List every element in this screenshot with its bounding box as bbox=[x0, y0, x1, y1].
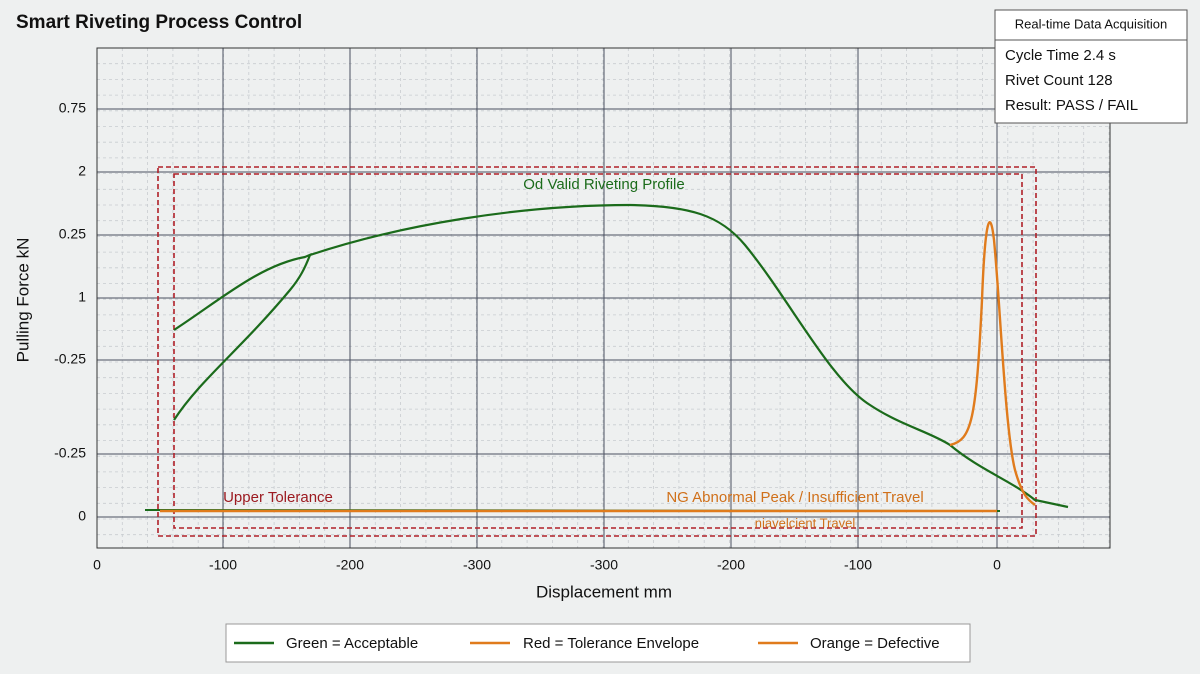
green-upper bbox=[173, 252, 313, 331]
annotation: Od Valid Riveting Profile bbox=[523, 176, 684, 193]
panel-line: Result: PASS / FAIL bbox=[1005, 97, 1138, 114]
y-tick-label: -0.25 bbox=[54, 445, 86, 461]
tolerance-inner bbox=[173, 173, 1023, 529]
orange-spike bbox=[949, 221, 1036, 506]
y-tick-label: 1 bbox=[78, 289, 86, 305]
title: Smart Riveting Process Control bbox=[16, 12, 302, 33]
x-label: Displacement mm bbox=[536, 582, 672, 601]
grid bbox=[96, 47, 1110, 548]
panel-title: Real-time Data Acquisition bbox=[1015, 16, 1167, 31]
x-tick-label: -100 bbox=[844, 557, 872, 573]
legend-box bbox=[225, 623, 971, 663]
y-tick-label: 0.25 bbox=[59, 226, 86, 242]
panel-box bbox=[994, 9, 1188, 124]
y-tick-label: 2 bbox=[78, 163, 86, 179]
y-tick-label: -0.25 bbox=[54, 351, 86, 367]
info-panel: Real-time Data Acquisition Cycle Time 2.… bbox=[994, 9, 1188, 124]
y-label: Pulling Force kN bbox=[13, 238, 32, 363]
legend-entry: Green = Acceptable bbox=[286, 635, 418, 652]
x-tick-label: -200 bbox=[717, 557, 745, 573]
x-tick-label: -100 bbox=[209, 557, 237, 573]
x-tick-label: -300 bbox=[463, 557, 491, 573]
panel-line: Rivet Count 128 bbox=[1005, 72, 1113, 89]
x-tick-label: 0 bbox=[993, 557, 1001, 573]
legend-entry: Red = Tolerance Envelope bbox=[523, 635, 699, 652]
x-tick-label: 0 bbox=[93, 557, 101, 573]
legend-entry: Orange = Defective bbox=[810, 635, 940, 652]
panel-line: Cycle Time 2.4 s bbox=[1005, 47, 1116, 64]
green-profile bbox=[173, 203, 1069, 509]
x-tick-label: -200 bbox=[336, 557, 364, 573]
y-tick-label: 0 bbox=[78, 508, 86, 524]
annotation: Upper Tolerance bbox=[223, 489, 333, 506]
y-tick-label: 0.75 bbox=[59, 100, 86, 116]
legend: Green = Acceptable Red = Tolerance Envel… bbox=[225, 623, 971, 663]
x-tick-label: -300 bbox=[590, 557, 618, 573]
plot-frame bbox=[96, 47, 1111, 549]
annotation: niavelcient Travel bbox=[755, 515, 856, 530]
annotation: NG Abnormal Peak / Insufficient Travel bbox=[666, 489, 923, 506]
